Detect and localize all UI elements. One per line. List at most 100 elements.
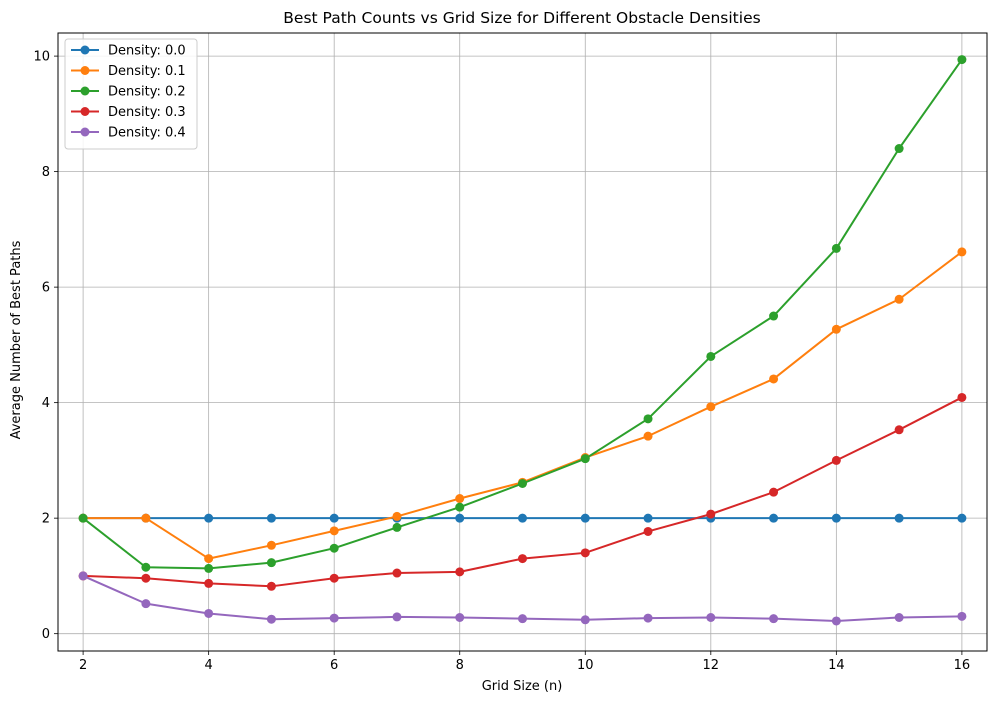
data-point xyxy=(518,614,527,624)
data-point xyxy=(204,554,214,564)
grid xyxy=(58,33,987,651)
data-point xyxy=(769,487,779,497)
x-tick-label: 4 xyxy=(205,658,213,673)
data-point xyxy=(580,454,590,464)
data-point xyxy=(894,144,904,154)
data-point xyxy=(831,243,841,253)
data-point xyxy=(706,351,716,361)
data-point xyxy=(831,513,841,523)
data-point xyxy=(831,616,841,626)
x-tick-label: 14 xyxy=(828,658,845,673)
data-point xyxy=(643,431,653,441)
data-point xyxy=(455,494,465,504)
data-point xyxy=(957,392,967,402)
data-point xyxy=(518,479,527,489)
data-point xyxy=(769,513,779,523)
data-point xyxy=(643,613,653,623)
series-4 xyxy=(78,571,967,626)
data-point xyxy=(455,502,465,512)
data-point xyxy=(643,513,653,523)
data-point xyxy=(78,513,88,523)
data-point xyxy=(204,578,214,588)
data-point xyxy=(957,611,967,621)
y-tick-label: 2 xyxy=(42,512,50,527)
y-tick-label: 0 xyxy=(42,627,50,642)
data-point xyxy=(392,511,402,521)
series-3 xyxy=(78,392,967,591)
data-point xyxy=(706,509,716,519)
data-point xyxy=(894,513,904,523)
data-point xyxy=(957,513,967,523)
data-point xyxy=(580,513,590,523)
y-tick-label: 4 xyxy=(42,396,50,411)
legend-label: Density: 0.4 xyxy=(108,126,186,141)
legend-label: Density: 0.3 xyxy=(108,105,186,120)
data-point xyxy=(329,526,339,536)
data-point xyxy=(266,558,276,568)
data-point xyxy=(266,614,276,624)
data-point xyxy=(580,548,590,558)
data-point xyxy=(141,562,151,572)
legend-swatch-marker xyxy=(80,107,90,116)
x-tick-label: 2 xyxy=(79,658,87,673)
series-layer xyxy=(78,55,967,626)
data-point xyxy=(141,599,151,609)
legend: Density: 0.0 Density: 0.1 Density: 0.2 Dens… xyxy=(64,38,198,150)
data-point xyxy=(392,568,402,578)
legend-label: Density: 0.1 xyxy=(108,64,186,79)
legend-swatch-marker xyxy=(80,127,90,137)
legend-label: Density: 0.2 xyxy=(108,85,186,100)
data-point xyxy=(392,522,402,532)
data-point xyxy=(455,567,465,577)
x-axis-title: Grid Size (n) xyxy=(482,679,563,694)
data-point xyxy=(329,513,339,523)
data-point xyxy=(706,402,716,412)
data-point xyxy=(706,613,716,623)
x-tick-label: 8 xyxy=(456,658,464,673)
legend-box xyxy=(64,38,198,150)
y-axis-title: Average Number of Best Paths xyxy=(9,240,24,439)
x-tick-label: 16 xyxy=(954,658,971,673)
series-line xyxy=(82,58,963,570)
data-point xyxy=(266,540,276,550)
data-point xyxy=(455,613,465,623)
legend-item: Density: 0.1 xyxy=(71,64,186,79)
data-point xyxy=(957,247,967,257)
y-tick-label: 8 xyxy=(42,165,50,180)
legend-item: Density: 0.3 xyxy=(71,105,186,120)
data-point xyxy=(518,554,527,564)
legend-item: Density: 0.0 xyxy=(71,44,186,59)
data-point xyxy=(894,425,904,435)
data-point xyxy=(831,455,841,465)
legend-swatch-marker xyxy=(80,66,90,75)
series-2 xyxy=(78,55,967,573)
data-point xyxy=(894,294,904,304)
data-point xyxy=(204,563,214,573)
data-point xyxy=(769,374,779,384)
data-point xyxy=(204,608,214,618)
y-tick-label: 10 xyxy=(33,50,50,65)
data-point xyxy=(329,613,339,623)
plot-frame xyxy=(57,32,988,652)
legend-item: Density: 0.2 xyxy=(71,85,186,100)
data-point xyxy=(643,526,653,536)
data-point xyxy=(329,573,339,583)
legend-swatch-marker xyxy=(80,45,90,55)
legend-item: Density: 0.4 xyxy=(71,126,186,141)
data-point xyxy=(769,311,779,321)
series-line xyxy=(83,251,963,560)
legend-swatch-marker xyxy=(80,86,90,96)
data-point xyxy=(643,414,653,424)
data-point xyxy=(518,513,527,523)
x-tick-label: 12 xyxy=(703,658,720,673)
legend-label: Density: 0.0 xyxy=(108,44,186,59)
x-tick-label: 10 xyxy=(577,658,594,673)
y-tick-label: 6 xyxy=(42,281,50,296)
data-point xyxy=(266,581,276,591)
data-point xyxy=(455,513,465,523)
data-point xyxy=(392,612,402,622)
data-point xyxy=(957,55,967,65)
x-tick-label: 6 xyxy=(330,658,338,673)
data-point xyxy=(141,573,151,583)
